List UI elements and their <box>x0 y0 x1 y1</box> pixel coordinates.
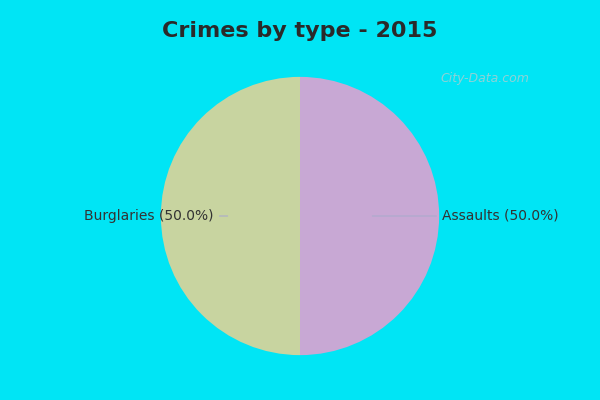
Text: Burglaries (50.0%): Burglaries (50.0%) <box>85 209 227 223</box>
Wedge shape <box>300 77 439 355</box>
Wedge shape <box>161 77 300 355</box>
Text: Assaults (50.0%): Assaults (50.0%) <box>373 209 559 223</box>
Text: City-Data.com: City-Data.com <box>440 72 529 85</box>
Text: Crimes by type - 2015: Crimes by type - 2015 <box>163 21 437 41</box>
